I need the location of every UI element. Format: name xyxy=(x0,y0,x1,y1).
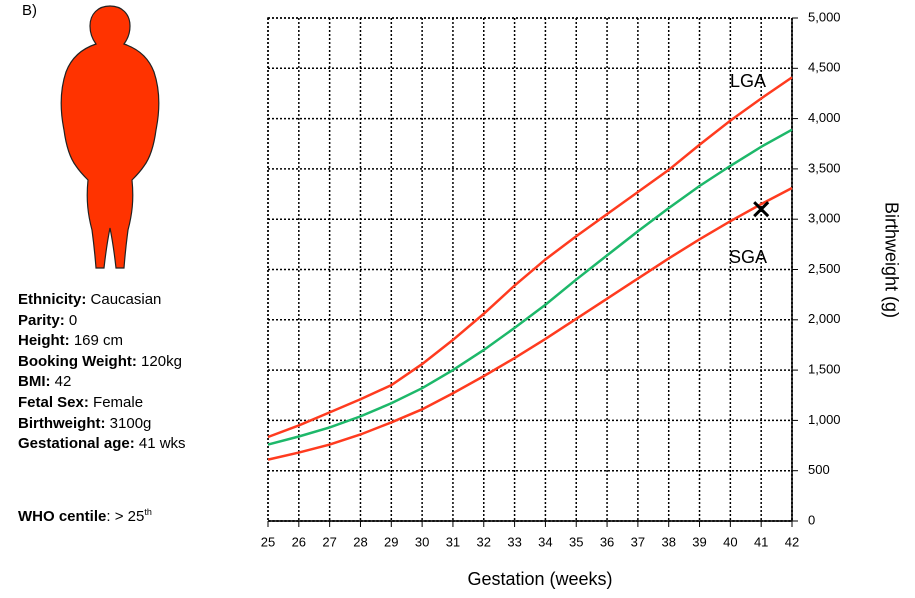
panel-label: B) xyxy=(22,2,37,19)
x-tick-label: 25 xyxy=(261,534,275,549)
centile-label: WHO centile xyxy=(18,508,107,525)
x-tick-label: 42 xyxy=(785,534,799,549)
info-row: Gestational age: 41 wks xyxy=(18,434,186,455)
info-row: Ethnicity: Caucasian xyxy=(18,290,186,311)
y-tick-label: 1,500 xyxy=(808,362,841,377)
info-value: 3100g xyxy=(109,414,152,432)
y-tick-label: 0 xyxy=(808,512,815,527)
info-row: Parity: 0 xyxy=(18,311,186,332)
info-label: Birthweight: xyxy=(18,414,106,432)
x-tick-label: 37 xyxy=(631,534,645,549)
info-label: Height: xyxy=(18,332,70,350)
info-row: Height: 169 cm xyxy=(18,331,186,352)
x-tick-label: 27 xyxy=(322,534,336,549)
x-tick-label: 40 xyxy=(723,534,737,549)
y-tick-label: 1,000 xyxy=(808,412,841,427)
info-row: Birthweight: 3100g xyxy=(18,414,186,435)
y-tick-label: 4,000 xyxy=(808,110,841,125)
info-value: Female xyxy=(93,393,144,411)
info-label: Booking Weight: xyxy=(18,352,137,370)
x-tick-label: 26 xyxy=(292,534,306,549)
legend-label: SGA xyxy=(729,247,767,267)
x-tick-label: 31 xyxy=(446,534,460,549)
series-line xyxy=(267,76,793,439)
info-label: Ethnicity: xyxy=(18,291,87,308)
info-value: 41 wks xyxy=(138,435,186,453)
x-tick-label: 32 xyxy=(477,534,491,549)
y-axis-title: Birthweight (g) xyxy=(881,202,901,318)
who-centile: WHO centile: > 25th xyxy=(18,507,152,525)
info-row: Booking Weight: 120kg xyxy=(18,352,186,373)
point-marker xyxy=(753,201,770,218)
info-label: Fetal Sex: xyxy=(18,393,89,411)
y-tick-label: 2,500 xyxy=(808,261,841,276)
body-silhouette xyxy=(60,5,160,269)
info-value: 0 xyxy=(68,311,78,329)
patient-info: Ethnicity: Caucasian Parity: 0 Height: 169… xyxy=(18,290,186,455)
info-value: 120kg xyxy=(141,352,182,370)
series-line xyxy=(267,186,793,461)
x-tick-label: 35 xyxy=(569,534,583,549)
y-tick-label: 2,000 xyxy=(808,311,841,326)
centile-suffix: th xyxy=(144,507,152,517)
marker-stroke xyxy=(753,201,770,218)
info-label: Gestational age: xyxy=(18,435,135,453)
info-value: 169 cm xyxy=(73,332,124,350)
info-label: BMI: xyxy=(18,373,51,391)
y-tick-label: 500 xyxy=(808,462,830,477)
y-tick-label: 3,500 xyxy=(808,160,841,175)
x-tick-label: 36 xyxy=(600,534,614,549)
x-tick-label: 33 xyxy=(507,534,521,549)
series-line xyxy=(267,128,793,446)
info-value: 42 xyxy=(54,373,72,391)
x-tick-label: 38 xyxy=(661,534,675,549)
x-tick-label: 28 xyxy=(353,534,367,549)
x-tick-label: 34 xyxy=(538,534,552,549)
y-tick-label: 3,000 xyxy=(808,211,841,226)
legend-label: LGA xyxy=(730,71,766,91)
x-tick-label: 39 xyxy=(692,534,706,549)
info-row: Fetal Sex: Female xyxy=(18,393,186,414)
x-tick-label: 29 xyxy=(384,534,398,549)
x-tick-label: 30 xyxy=(415,534,429,549)
info-value: Caucasian xyxy=(90,291,162,308)
x-tick-label: 41 xyxy=(754,534,768,549)
y-tick-label: 4,500 xyxy=(808,60,841,75)
info-label: Parity: xyxy=(18,311,65,329)
y-tick-label: 5,000 xyxy=(808,9,841,24)
centile-value: : > 25 xyxy=(106,508,145,525)
info-row: BMI: 42 xyxy=(18,372,186,393)
x-axis-title: Gestation (weeks) xyxy=(467,569,612,589)
